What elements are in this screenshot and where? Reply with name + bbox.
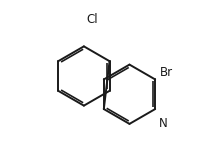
Text: N: N [159, 117, 168, 130]
Text: Cl: Cl [86, 13, 98, 26]
Text: Br: Br [160, 66, 173, 79]
